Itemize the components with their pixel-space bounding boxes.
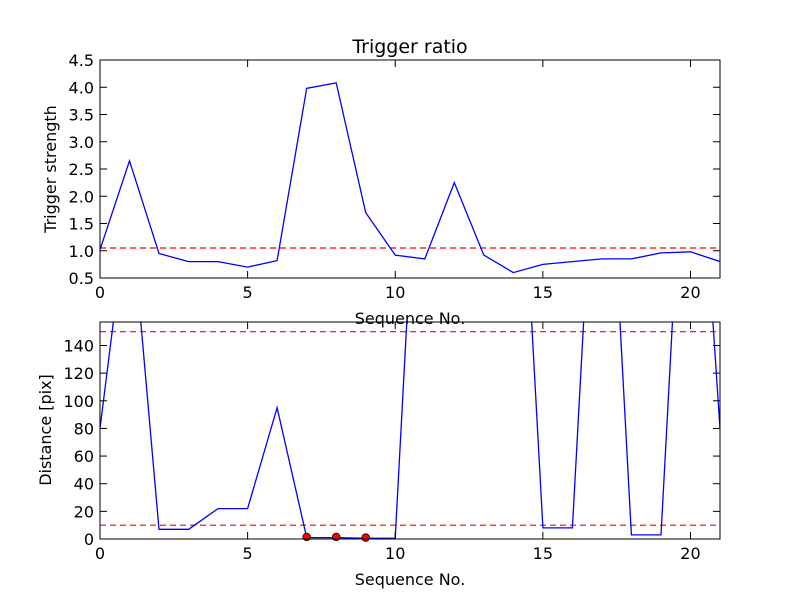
plot-frame: [99, 321, 721, 540]
y-axis-label: Distance [pix]: [36, 374, 55, 486]
x-tick-label: 5: [243, 283, 253, 302]
chart-title: Trigger ratio: [351, 36, 467, 58]
y-tick-label: 3.5: [69, 106, 94, 125]
y-tick-label: 4.5: [69, 51, 94, 70]
y-tick-label: 3.0: [69, 133, 94, 152]
y-tick-label: 4.0: [69, 78, 94, 97]
y-tick-label: 1.0: [69, 242, 94, 261]
y-tick-label: 0.5: [69, 269, 94, 288]
distance-plot: 0 5 10 15 20 0 20 40 60 80 100 120 140 Sequence No.…: [36, 321, 721, 589]
x-tick-label: 20: [680, 283, 700, 302]
x-tick-label: 0: [95, 544, 105, 563]
series-line: [100, 82, 720, 274]
x-tick-label: 0: [95, 283, 105, 302]
y-tick-label: 20: [74, 502, 94, 521]
data-point-marker: [331, 532, 341, 542]
x-axis-label: Sequence No.: [355, 309, 466, 328]
y-tick-label: 80: [74, 419, 94, 438]
data-point-marker: [302, 532, 311, 542]
y-tick-label: 1.5: [69, 215, 94, 234]
y-tick-label: 60: [74, 447, 94, 466]
y-tick-label: 2.5: [69, 160, 94, 179]
y-tick-label: 120: [63, 364, 94, 383]
data-point-marker: [361, 533, 370, 542]
x-tick-label: 15: [533, 544, 553, 563]
x-tick-label: 5: [243, 544, 253, 563]
x-tick-label: 15: [533, 283, 553, 302]
y-tick-label: 0: [84, 530, 94, 549]
x-tick-label: 20: [680, 544, 700, 563]
y-tick-label: 2.0: [69, 187, 94, 206]
y-axis-label: Trigger strength: [41, 105, 60, 234]
series-line: [100, 322, 720, 539]
y-tick-label: 140: [63, 336, 94, 355]
y-tick-label: 100: [63, 392, 94, 411]
x-axis-label: Sequence No.: [355, 570, 466, 589]
y-tick-label: 40: [74, 475, 94, 494]
x-tick-label: 10: [385, 283, 405, 302]
trigger-ratio-plot: Trigger ratio 0 5 10 15 20 0.5 1.0 1.5 2.0 2.5 3.…: [41, 36, 721, 328]
x-tick-label: 10: [385, 544, 405, 563]
